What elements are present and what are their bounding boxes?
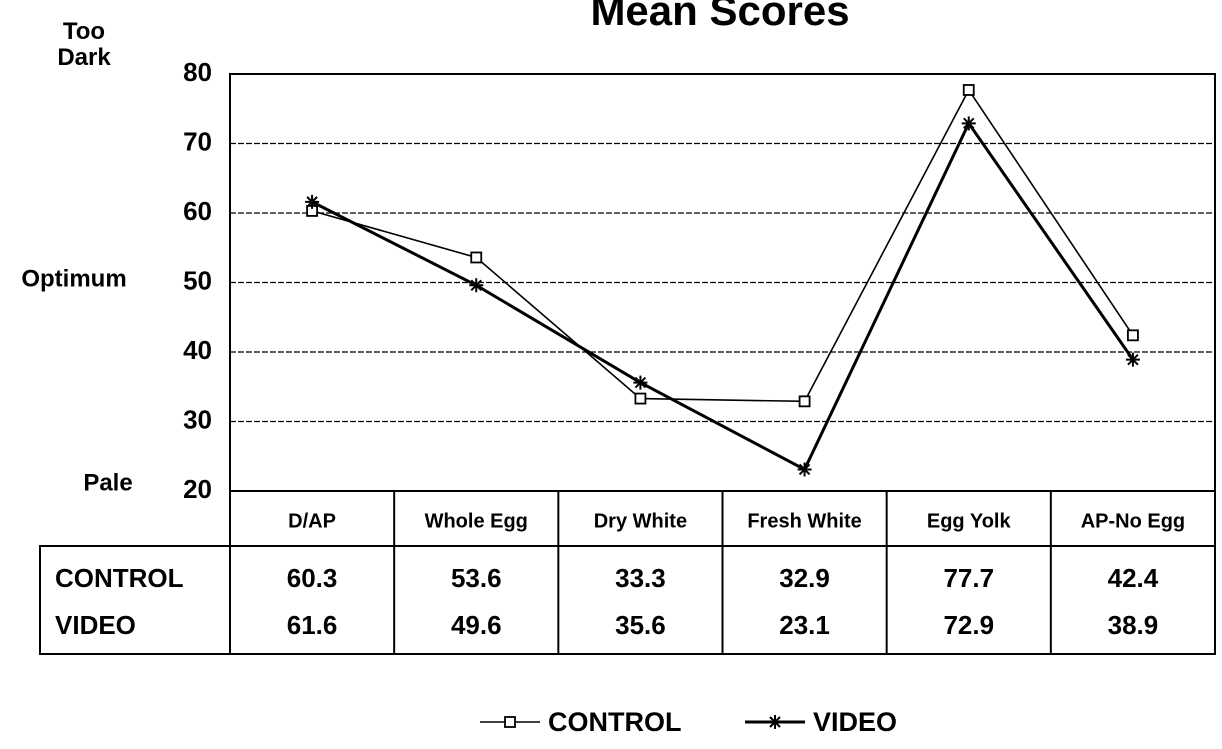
table-value: 77.7: [943, 563, 994, 593]
x-tick-label: Egg Yolk: [927, 510, 1012, 532]
x-tick-label: Fresh White: [747, 510, 861, 532]
table-value: 60.3: [287, 563, 338, 593]
x-tick-label: AP-No Egg: [1081, 510, 1185, 532]
point: [1125, 352, 1140, 367]
series-line: [311, 120, 1135, 472]
table-value: 53.6: [451, 563, 502, 593]
point: [961, 116, 976, 131]
table-frame: [39, 545, 1216, 655]
table-value: 32.9: [779, 563, 830, 593]
y-tick-label: 30: [183, 404, 212, 434]
y-tick-label: 40: [183, 335, 212, 365]
legend-label: VIDEO: [813, 707, 897, 737]
table-value: 72.9: [943, 610, 994, 640]
point: [768, 715, 782, 729]
table-value: 23.1: [779, 610, 830, 640]
x-tick-label: Whole Egg: [425, 510, 528, 532]
point: [797, 462, 812, 477]
table-value: 61.6: [287, 610, 338, 640]
annotation: Optimum: [21, 265, 126, 292]
table-row-label: VIDEO: [55, 610, 136, 640]
y-tick-label: 70: [183, 126, 212, 156]
point: [305, 194, 320, 209]
table-value: 49.6: [451, 610, 502, 640]
y-tick-label: 80: [183, 57, 212, 87]
point: [798, 395, 811, 408]
point: [504, 716, 516, 728]
table-value: 35.6: [615, 610, 666, 640]
x-tick-label: D/AP: [288, 510, 336, 532]
annotation: Pale: [83, 469, 132, 496]
point: [633, 375, 648, 390]
series-line: [311, 88, 1134, 403]
legend-label: CONTROL: [548, 707, 681, 737]
x-tick-label: Dry White: [594, 510, 687, 532]
y-tick-label: 20: [183, 474, 212, 504]
table-value: 38.9: [1108, 610, 1159, 640]
point: [1127, 329, 1139, 342]
chart-title: Mean Scores: [590, 0, 849, 34]
point: [469, 278, 484, 293]
table-value: 33.3: [615, 563, 666, 593]
annotation: Too Dark: [57, 18, 111, 71]
point: [470, 251, 483, 264]
y-tick-label: 50: [183, 265, 212, 295]
point: [962, 84, 975, 96]
point: [634, 392, 647, 405]
table-value: 42.4: [1108, 563, 1159, 593]
table-row-label: CONTROL: [55, 563, 184, 593]
y-tick-label: 60: [183, 196, 212, 226]
